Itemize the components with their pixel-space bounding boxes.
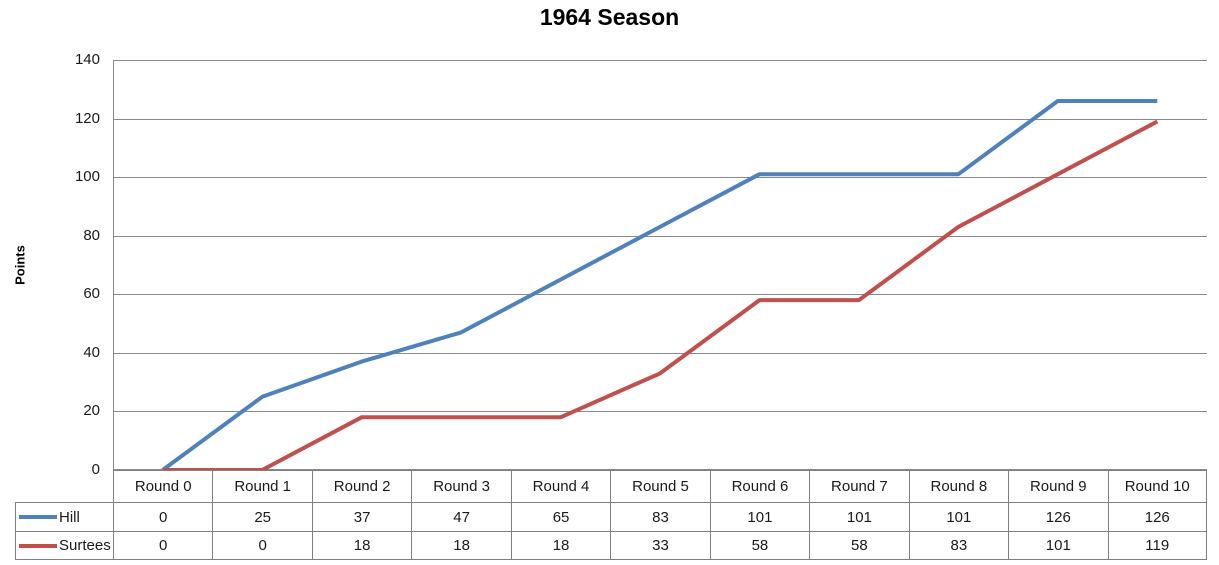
chart-title: 1964 Season [539, 4, 680, 30]
y-tick-label: 80 [83, 226, 100, 244]
table-corner-cell [15, 470, 113, 502]
y-tick-label: 120 [74, 109, 100, 127]
table-value-cell: 58 [709, 531, 810, 560]
y-axis-title: Points [12, 245, 28, 285]
table-value-cell: 18 [510, 531, 611, 560]
table-value-cell: 83 [908, 531, 1009, 560]
table-value-cell: 126 [1107, 502, 1207, 531]
data-table: Round 0 Round 1 Round 2 Round 3 Round 4 Round… [15, 470, 1207, 560]
table-value-cell: 0 [113, 531, 213, 560]
y-tick-label: 40 [83, 343, 100, 361]
table-value-cell: 47 [411, 502, 511, 531]
legend-series-name: Hill [59, 508, 80, 526]
table-value-cell: 65 [510, 502, 611, 531]
y-tick-label: 60 [83, 285, 100, 303]
table-value-cell: 37 [311, 502, 412, 531]
table-header-cell: Round 5 [610, 470, 710, 502]
legend-cell-surtees: Surtees [15, 531, 113, 560]
y-tick-label: 140 [74, 51, 100, 68]
table-value-cell: 58 [809, 531, 909, 560]
table-value-cell: 18 [411, 531, 511, 560]
table-value-cell: 25 [212, 502, 312, 531]
table-value-cell: 101 [809, 502, 909, 531]
table-value-cell: 101 [908, 502, 1009, 531]
legend-cell-hill: Hill [15, 502, 113, 531]
legend-line-icon [19, 515, 57, 519]
table-value-cell: 83 [610, 502, 710, 531]
plot-area [113, 60, 1207, 470]
table-value-cell: 126 [1008, 502, 1108, 531]
y-tick-label: 20 [83, 402, 100, 420]
table-header-cell: Round 10 [1107, 470, 1207, 502]
series-line-surtees [162, 119, 1159, 470]
table-value-cell: 0 [113, 502, 213, 531]
y-tick-label: 0 [91, 461, 100, 478]
table-header-cell: Round 7 [809, 470, 909, 502]
table-header-cell: Round 1 [212, 470, 312, 502]
legend-series-name: Surtees [59, 537, 111, 554]
table-header-cell: Round 9 [1008, 470, 1108, 502]
table-value-cell: 101 [1008, 531, 1108, 560]
table-header-cell: Round 2 [311, 470, 412, 502]
table-value-cell: 101 [709, 502, 810, 531]
table-value-cell: 119 [1107, 531, 1207, 560]
table-header-cell: Round 3 [411, 470, 511, 502]
legend-line-icon [19, 543, 57, 548]
table-header-cell: Round 8 [908, 470, 1009, 502]
table-value-cell: 18 [311, 531, 412, 560]
table-header-cell: Round 0 [113, 470, 213, 502]
table-header-cell: Round 4 [510, 470, 611, 502]
y-tick-label: 100 [74, 168, 100, 186]
series-line-hill [161, 99, 1158, 470]
table-value-cell: 33 [610, 531, 710, 560]
table-value-cell: 0 [212, 531, 312, 560]
table-header-cell: Round 6 [709, 470, 810, 502]
